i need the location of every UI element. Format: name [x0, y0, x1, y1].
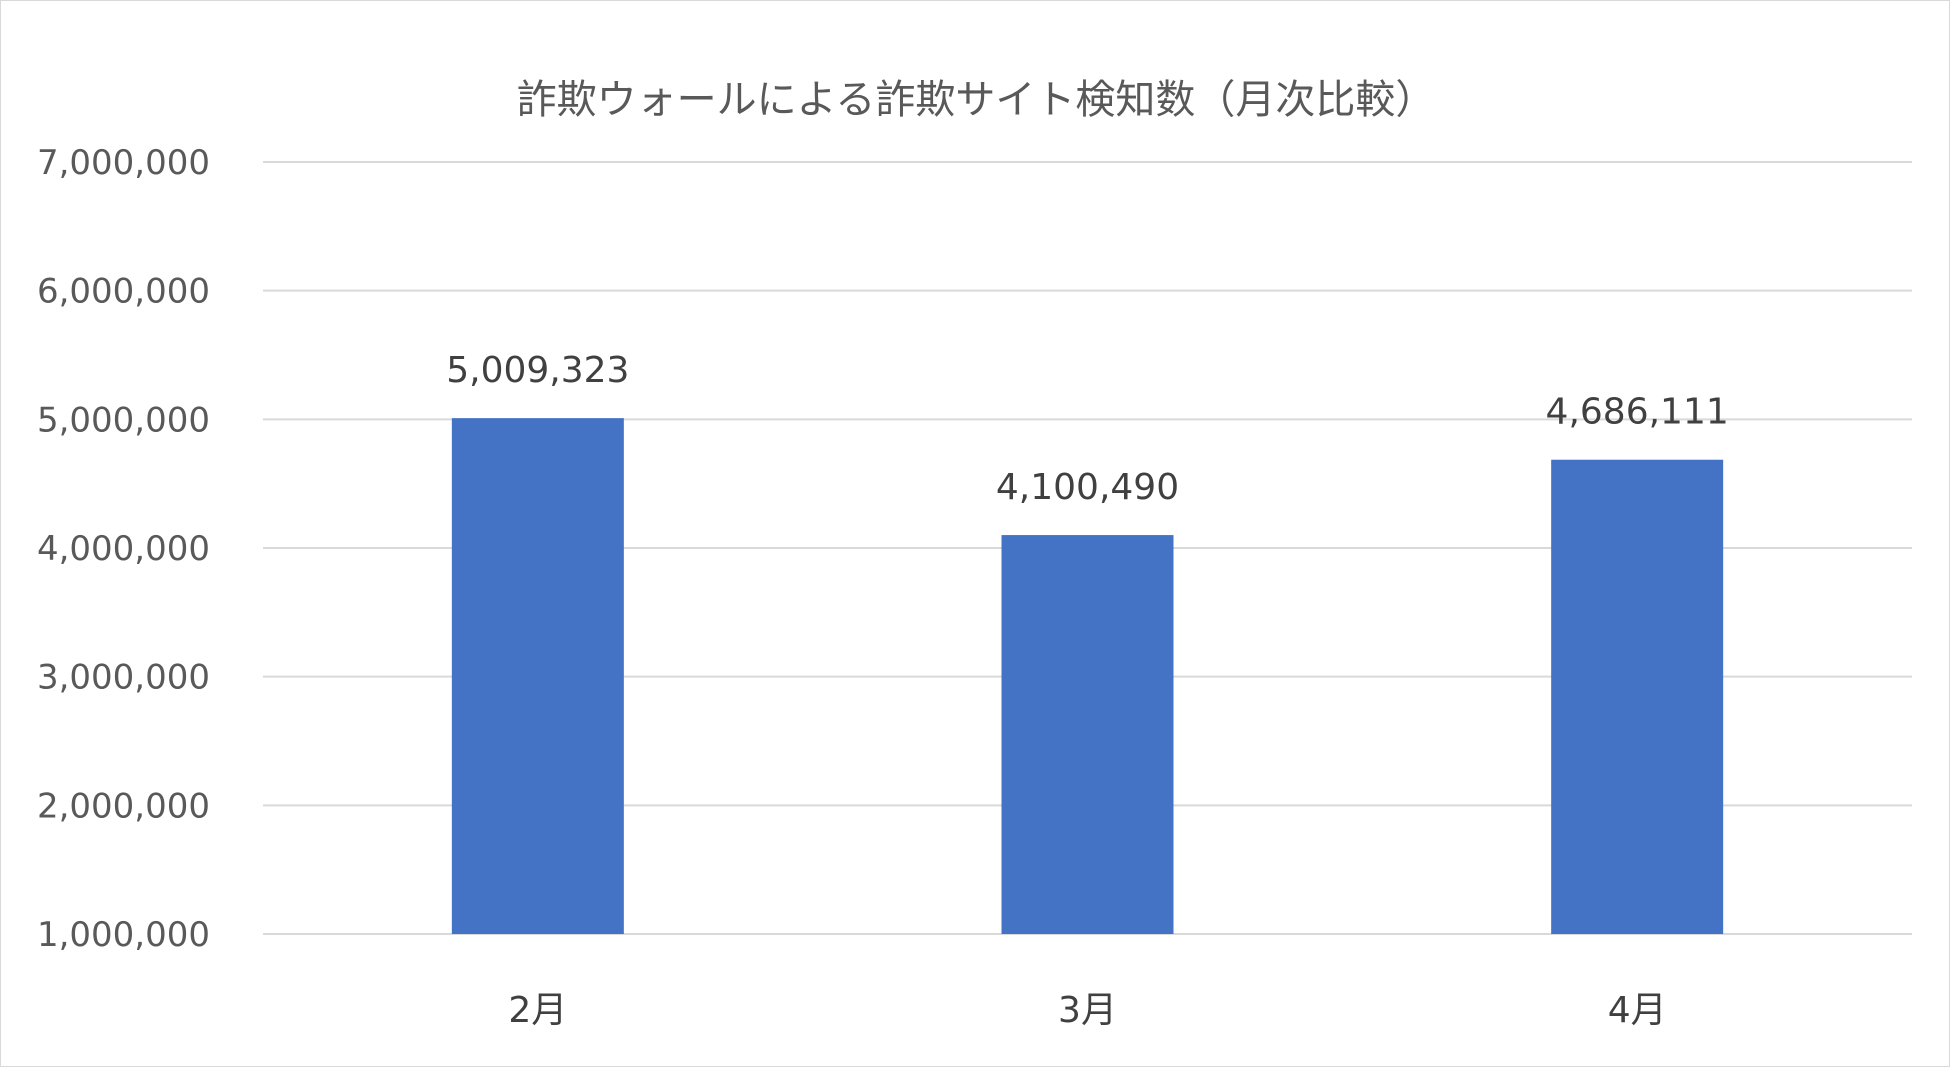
bar — [1551, 459, 1724, 934]
bars — [451, 418, 1724, 934]
chart-title: 詐欺ウォールによる詐欺サイト検知数（月次比較） — [517, 77, 1436, 123]
y-tick-label: 1,000,000 — [37, 915, 210, 955]
x-tick-label: 3月 — [1058, 990, 1117, 1031]
x-tick-label: 4月 — [1608, 990, 1667, 1031]
bar — [1001, 535, 1174, 934]
y-tick-label: 3,000,000 — [37, 658, 210, 698]
y-tick-label: 2,000,000 — [37, 786, 210, 826]
y-tick-label: 5,000,000 — [37, 400, 210, 440]
y-tick-label: 6,000,000 — [37, 272, 210, 312]
data-label: 4,100,490 — [996, 467, 1179, 508]
y-tick-label: 4,000,000 — [37, 529, 210, 569]
data-label: 5,009,323 — [446, 350, 629, 391]
y-tick-label: 7,000,000 — [37, 143, 210, 183]
data-labels: 5,009,323 4,100,490 4,686,111 — [446, 350, 1729, 508]
x-tick-label: 2月 — [508, 990, 567, 1031]
bar — [451, 418, 624, 934]
y-axis: 1,000,000 2,000,000 3,000,000 4,000,000 5,00… — [37, 143, 210, 955]
data-label: 4,686,111 — [1546, 392, 1729, 433]
x-axis: 2月 3月 4月 — [508, 990, 1666, 1031]
